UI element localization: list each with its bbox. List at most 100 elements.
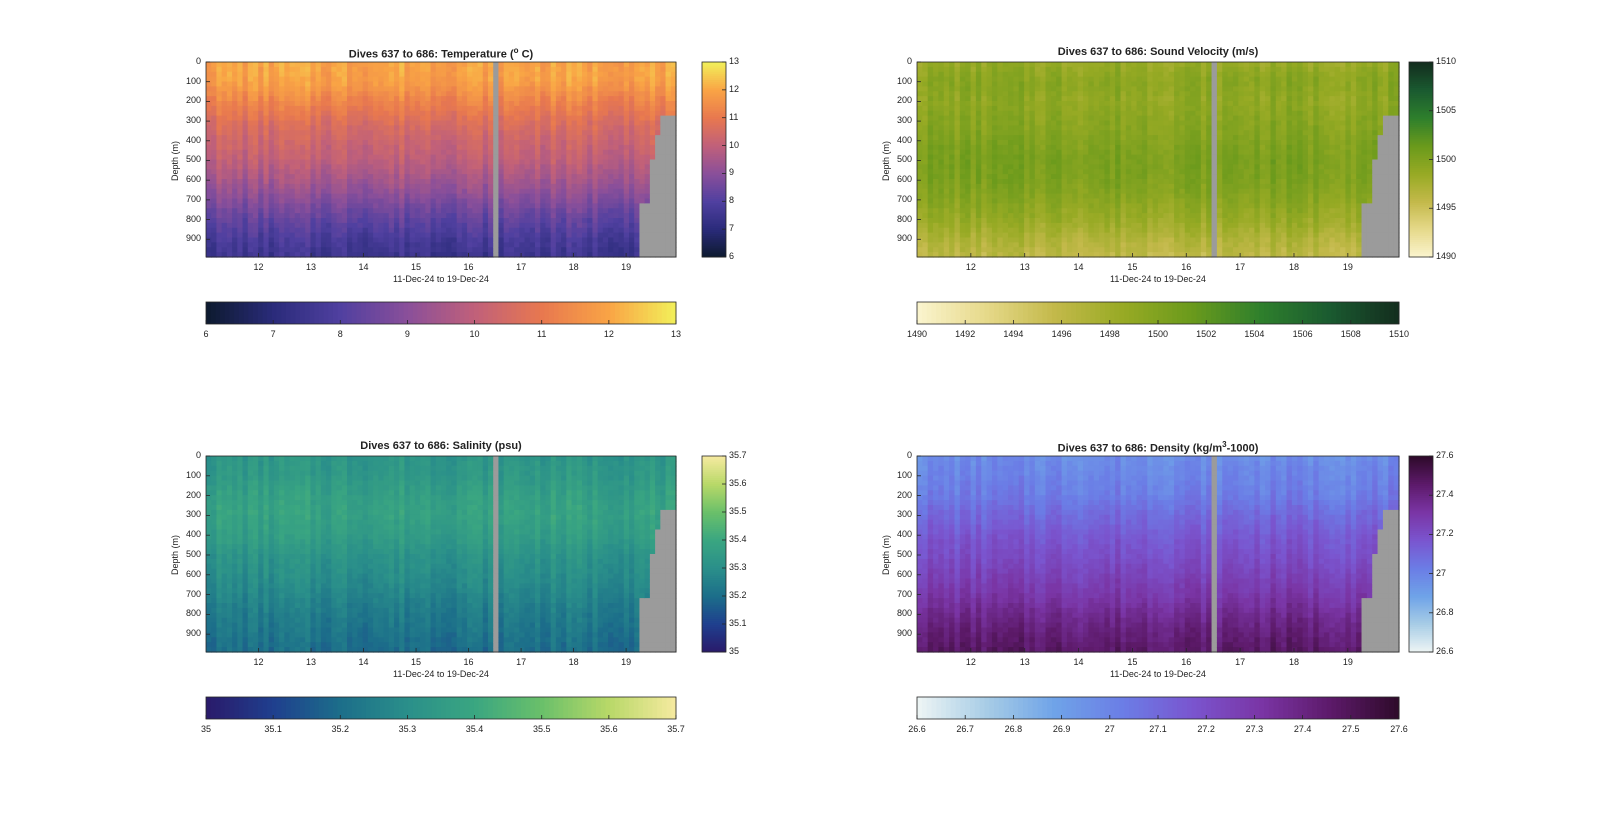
heatmap-cell [529, 247, 536, 253]
heatmap-cell [320, 237, 327, 243]
heatmap-cell [242, 154, 249, 161]
heatmap-cell [1045, 115, 1052, 122]
heatmap-cell [1034, 66, 1041, 73]
heatmap-cell [975, 174, 982, 180]
heatmap-cell [1072, 154, 1079, 161]
heatmap-cell [597, 71, 604, 78]
heatmap-cell [1088, 232, 1095, 239]
heatmap-cell [1061, 247, 1068, 253]
heatmap-cell [943, 237, 950, 243]
heatmap-cell [456, 203, 463, 209]
heatmap-cell [446, 208, 453, 214]
heatmap-cell [629, 154, 635, 161]
heatmap-cell [1040, 218, 1047, 224]
heatmap-cell [352, 76, 359, 83]
heatmap-cell [446, 140, 453, 146]
heatmap-cell [216, 222, 223, 229]
heatmap-cell [232, 242, 238, 248]
heatmap-cell [1029, 252, 1036, 258]
heatmap-cell [970, 81, 977, 87]
heatmap-cell [1008, 242, 1014, 248]
heatmap-cell [373, 188, 379, 195]
heatmap-cell [273, 218, 280, 224]
heatmap-cell [949, 96, 956, 102]
heatmap-cell [263, 101, 270, 107]
heatmap-cell [1072, 198, 1079, 204]
heatmap-cell [613, 169, 620, 175]
heatmap-cell [566, 222, 573, 229]
heatmap-cell [268, 188, 275, 195]
heatmap-cell [461, 213, 468, 219]
heatmap-cell [927, 76, 934, 83]
heatmap-cell [352, 71, 359, 78]
heatmap-cell [943, 140, 950, 146]
heatmap-cell [597, 86, 604, 92]
heatmap-cell [326, 213, 332, 219]
heatmap-cell [670, 91, 677, 97]
heatmap-cell [597, 149, 604, 156]
y-tick-label: 100 [185, 75, 201, 86]
heatmap-cell [425, 101, 432, 107]
heatmap-cell [1002, 237, 1009, 243]
heatmap-cell [1013, 120, 1020, 126]
heatmap-cell [545, 71, 552, 78]
heatmap-cell [927, 213, 934, 219]
heatmap-cell [498, 86, 505, 92]
heatmap-cell [451, 198, 458, 204]
heatmap-cell [404, 130, 411, 136]
heatmap-cell [1083, 198, 1089, 204]
heatmap-cell [1083, 125, 1089, 131]
heatmap-cell [399, 125, 406, 131]
heatmap-cell [488, 96, 494, 102]
heatmap-cell [211, 237, 218, 243]
heatmap-cell [1024, 91, 1031, 97]
heatmap-cell [383, 140, 390, 146]
heatmap-cell [289, 213, 296, 219]
heatmap-cell [367, 247, 374, 253]
heatmap-cell [331, 159, 338, 165]
heatmap-cell [362, 198, 369, 204]
heatmap-cell [1077, 125, 1084, 131]
heatmap-cell [965, 232, 972, 239]
heatmap-cell [602, 242, 609, 248]
heatmap-cell [315, 174, 322, 180]
heatmap-cell [1066, 218, 1073, 224]
heatmap-cell [362, 130, 369, 136]
heatmap-cell [602, 62, 609, 68]
heatmap-cell [1034, 110, 1041, 117]
heatmap-cell [294, 183, 301, 190]
heatmap-cell [362, 154, 369, 161]
heatmap-cell [629, 237, 635, 243]
heatmap-cell [388, 76, 395, 83]
heatmap-cell [582, 247, 588, 253]
heatmap-cell [1024, 120, 1031, 126]
heatmap-cell [336, 183, 343, 190]
heatmap-cell [367, 110, 374, 117]
heatmap-cell [639, 242, 646, 248]
heatmap-cell [226, 227, 233, 234]
heatmap-cell [514, 188, 520, 195]
heatmap-cell [933, 154, 940, 161]
heatmap-cell [592, 81, 599, 87]
heatmap-cell [1061, 140, 1068, 146]
heatmap-cell [508, 179, 515, 185]
heatmap-cell [997, 115, 1004, 122]
heatmap-cell [399, 71, 406, 78]
heatmap-cell [655, 130, 661, 136]
heatmap-cell [1013, 218, 1020, 224]
heatmap-cell [571, 86, 578, 92]
heatmap-cell [367, 218, 374, 224]
heatmap-cell [409, 76, 416, 83]
heatmap-cell [529, 179, 536, 185]
heatmap-cell [336, 76, 343, 83]
heatmap-cell [550, 242, 557, 248]
heatmap-cell [347, 110, 353, 117]
heatmap-cell [665, 62, 672, 68]
heatmap-cell [336, 242, 343, 248]
heatmap-cell [639, 115, 646, 122]
heatmap-cell [441, 213, 447, 219]
heatmap-cell [1002, 208, 1009, 214]
heatmap-cell [986, 213, 993, 219]
heatmap-cell [441, 125, 447, 131]
heatmap-cell [649, 144, 656, 151]
